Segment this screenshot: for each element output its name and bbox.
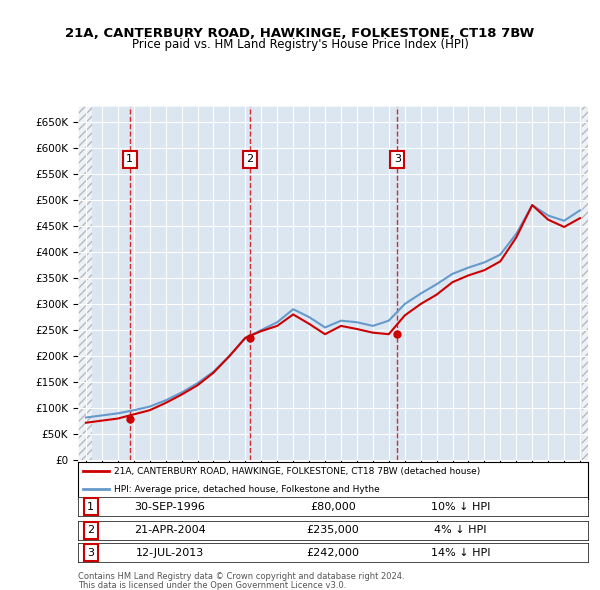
Text: 12-JUL-2013: 12-JUL-2013 bbox=[136, 548, 204, 558]
Text: £242,000: £242,000 bbox=[307, 548, 359, 558]
Text: 14% ↓ HPI: 14% ↓ HPI bbox=[431, 548, 490, 558]
Text: This data is licensed under the Open Government Licence v3.0.: This data is licensed under the Open Gov… bbox=[78, 581, 346, 590]
Bar bbox=[78, 106, 94, 460]
Text: 1: 1 bbox=[87, 502, 94, 512]
Text: £235,000: £235,000 bbox=[307, 526, 359, 535]
Text: 21-APR-2004: 21-APR-2004 bbox=[134, 526, 206, 535]
Text: Price paid vs. HM Land Registry's House Price Index (HPI): Price paid vs. HM Land Registry's House … bbox=[131, 38, 469, 51]
Text: 2: 2 bbox=[247, 155, 254, 164]
Text: 10% ↓ HPI: 10% ↓ HPI bbox=[431, 502, 490, 512]
Text: 30-SEP-1996: 30-SEP-1996 bbox=[134, 502, 205, 512]
Text: £80,000: £80,000 bbox=[310, 502, 356, 512]
Text: Contains HM Land Registry data © Crown copyright and database right 2024.: Contains HM Land Registry data © Crown c… bbox=[78, 572, 404, 581]
Text: HPI: Average price, detached house, Folkestone and Hythe: HPI: Average price, detached house, Folk… bbox=[114, 485, 379, 494]
Text: 3: 3 bbox=[394, 155, 401, 164]
Text: 3: 3 bbox=[87, 548, 94, 558]
Text: 21A, CANTERBURY ROAD, HAWKINGE, FOLKESTONE, CT18 7BW (detached house): 21A, CANTERBURY ROAD, HAWKINGE, FOLKESTO… bbox=[114, 467, 480, 476]
Text: 4% ↓ HPI: 4% ↓ HPI bbox=[434, 526, 487, 535]
Text: 21A, CANTERBURY ROAD, HAWKINGE, FOLKESTONE, CT18 7BW: 21A, CANTERBURY ROAD, HAWKINGE, FOLKESTO… bbox=[65, 27, 535, 40]
Text: 2: 2 bbox=[87, 526, 94, 535]
Text: 1: 1 bbox=[126, 155, 133, 164]
